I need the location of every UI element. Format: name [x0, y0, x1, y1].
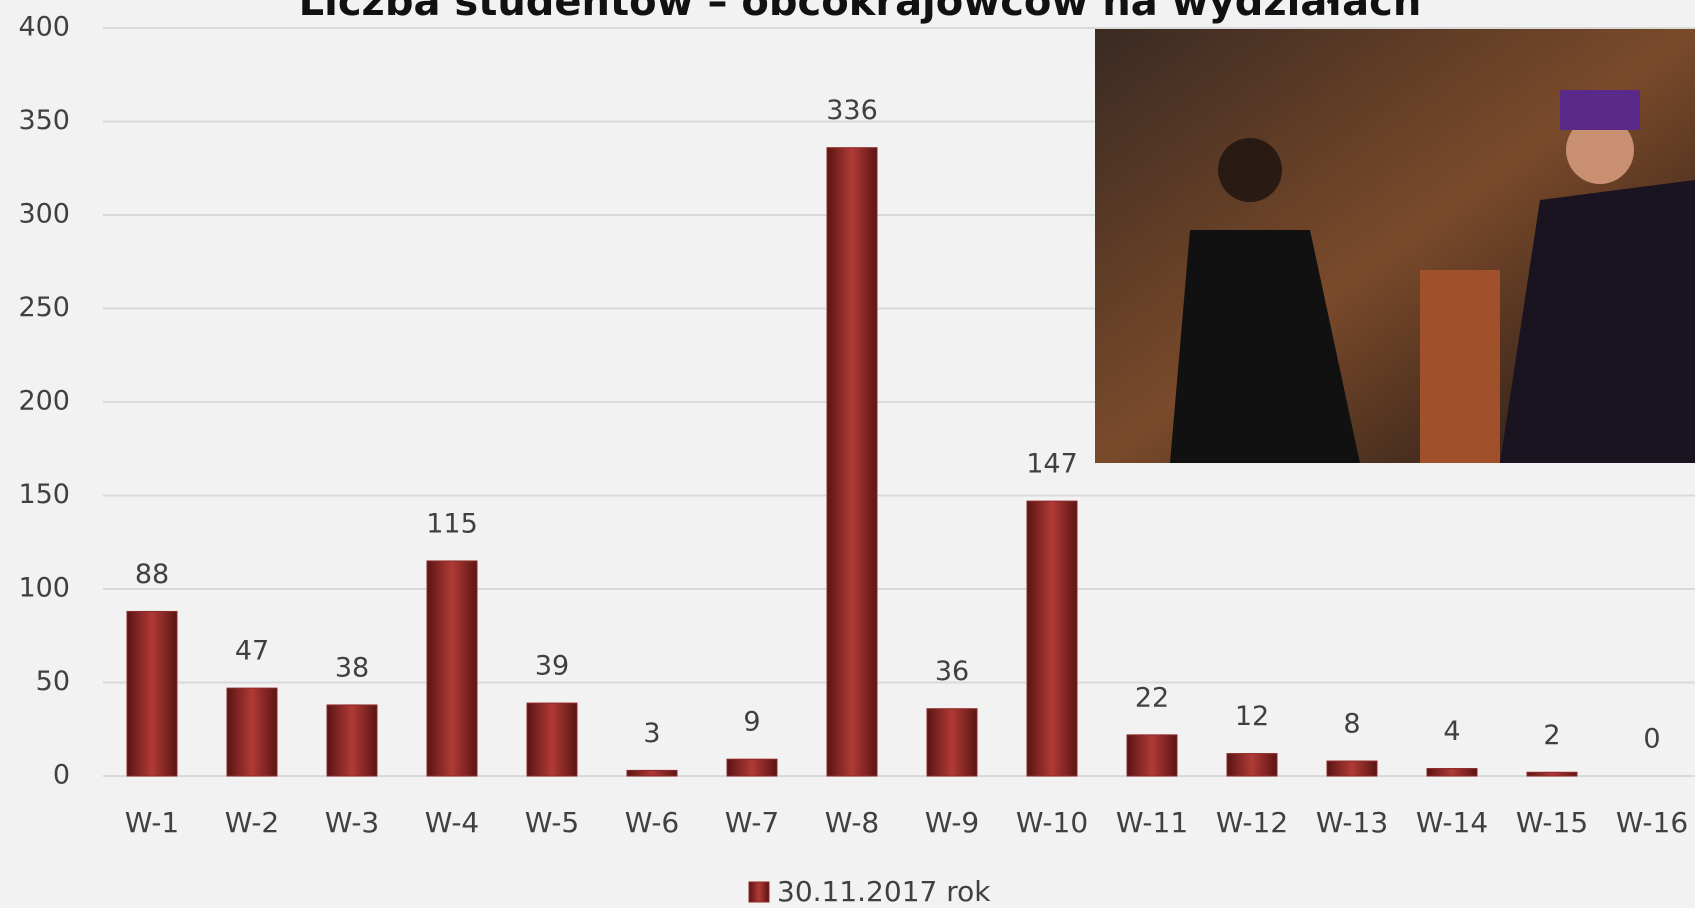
y-tick-label: 0 [53, 760, 70, 791]
x-tick-label: W-9 [925, 806, 979, 839]
x-tick-label: W-14 [1416, 806, 1488, 839]
y-tick-label: 300 [18, 199, 70, 230]
x-tick-label: W-3 [325, 806, 379, 839]
x-tick-label: W-11 [1116, 806, 1188, 839]
bar [127, 611, 177, 776]
bar [1527, 772, 1577, 776]
data-label: 336 [826, 95, 878, 126]
x-tick-label: W-10 [1016, 806, 1088, 839]
bar [527, 703, 577, 776]
bar [227, 688, 277, 776]
data-label: 115 [426, 508, 478, 539]
data-label: 3 [643, 718, 660, 749]
x-tick-label: W-1 [125, 806, 179, 839]
bar [427, 561, 477, 776]
bar [1127, 735, 1177, 776]
y-tick-label: 250 [18, 292, 70, 323]
x-tick-label: W-15 [1516, 806, 1588, 839]
photo-lectern [1420, 270, 1500, 463]
y-tick-label: 400 [18, 12, 70, 43]
photo-person [1218, 138, 1282, 202]
photo-cap [1560, 90, 1640, 130]
y-tick-label: 50 [36, 666, 70, 697]
bar [1427, 769, 1477, 776]
x-tick-label: W-2 [225, 806, 279, 839]
data-label: 12 [1235, 701, 1269, 732]
x-tick-label: W-5 [525, 806, 579, 839]
x-tick-label: W-16 [1616, 806, 1688, 839]
data-label: 9 [743, 707, 760, 738]
bar [627, 770, 677, 776]
x-tick-label: W-7 [725, 806, 779, 839]
data-label: 147 [1026, 449, 1078, 480]
chart-title: Liczba studentów – obcokrajowców na wydz… [299, 0, 1422, 25]
data-label: 4 [1443, 716, 1460, 747]
photo [1095, 29, 1695, 463]
y-tick-label: 100 [18, 573, 70, 604]
bar [1227, 754, 1277, 776]
y-tick-label: 150 [18, 479, 70, 510]
data-label: 2 [1543, 720, 1560, 751]
data-label: 39 [535, 651, 569, 682]
bar [827, 148, 877, 776]
data-label: 22 [1135, 682, 1169, 713]
data-label: 47 [235, 636, 269, 667]
x-tick-label: W-12 [1216, 806, 1288, 839]
y-tick-label: 200 [18, 386, 70, 417]
bar [1327, 761, 1377, 776]
y-tick-label: 350 [18, 105, 70, 136]
bar [727, 759, 777, 776]
chart: Liczba studentów – obcokrajowców na wydz… [0, 0, 1695, 908]
x-tick-label: W-6 [625, 806, 679, 839]
data-label: 0 [1643, 724, 1660, 755]
x-tick-label: W-13 [1316, 806, 1388, 839]
legend-swatch [749, 882, 769, 902]
x-tick-label: W-4 [425, 806, 479, 839]
data-label: 88 [135, 559, 169, 590]
legend-label: 30.11.2017 rok [777, 875, 991, 908]
data-label: 8 [1343, 709, 1360, 740]
x-tick-label: W-8 [825, 806, 879, 839]
page: Liczba studentów – obcokrajowców na wydz… [0, 0, 1695, 908]
data-label: 36 [935, 656, 969, 687]
bar [327, 705, 377, 776]
bar [927, 709, 977, 776]
bar [1027, 501, 1077, 776]
data-label: 38 [335, 652, 369, 683]
